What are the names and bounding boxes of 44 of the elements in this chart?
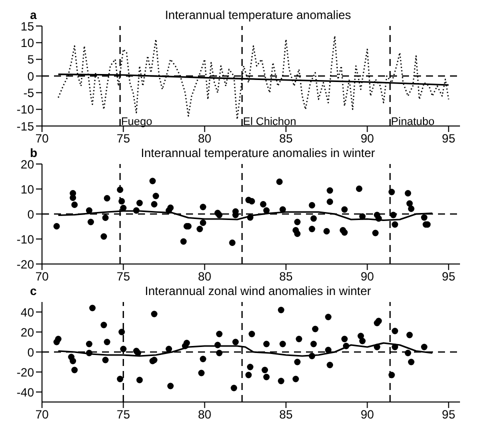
text: a [30,8,37,22]
ref-line-label: Pinatubo [391,116,434,128]
y-tick-label: -15 [16,119,34,134]
y-tick-label: 0 [27,207,34,222]
text: c [30,284,37,298]
y-tick-label: 0 [27,345,34,360]
x-tick-label: 85 [279,270,293,284]
x-tick-label: 70 [35,270,49,284]
x-tick-label: 95 [442,132,456,146]
x-tick-label: 70 [35,132,49,146]
x-tick-label: 80 [198,408,212,422]
x-tick-label: 90 [360,270,374,284]
ref-line-label: El Chichon [243,116,296,128]
ref-line-label: Fuego [121,116,152,128]
y-tick-label: 40 [20,305,34,320]
y-tick-label: 15 [20,19,34,34]
y-tick-label: -20 [16,365,34,380]
x-tick-label: 75 [116,408,130,422]
x-tick-label: 70 [35,408,49,422]
x-tick-label: 85 [279,408,293,422]
x-tick-label: 95 [442,408,456,422]
x-tick-label: 90 [360,132,374,146]
chart-title: Interannual temperature anomalies [164,8,352,22]
y-tick-label: 20 [20,157,34,172]
y-tick-label: -20 [16,257,34,272]
text: b [30,146,38,160]
chart-title: Interannual temperature anomalies in winter [140,146,376,160]
y-tick-label: -40 [16,385,34,400]
x-tick-label: 75 [116,270,130,284]
y-tick-label: -10 [16,232,34,246]
chart-title: Interannual zonal wind anomalies in winter [144,284,372,298]
y-tick-label: 5 [27,52,34,67]
y-tick-label: -5 [23,86,34,100]
x-tick-label: 90 [360,408,374,422]
y-tick-label: -10 [16,102,34,117]
y-tick-label: 10 [20,36,34,50]
y-tick-label: 0 [27,69,34,84]
y-tick-label: 20 [20,325,34,340]
x-tick-label: 80 [198,132,212,146]
x-tick-label: 85 [279,132,293,146]
x-tick-label: 75 [116,132,130,146]
x-tick-label: 95 [442,270,456,284]
x-tick-label: 80 [198,270,212,284]
y-tick-label: 10 [20,182,34,196]
